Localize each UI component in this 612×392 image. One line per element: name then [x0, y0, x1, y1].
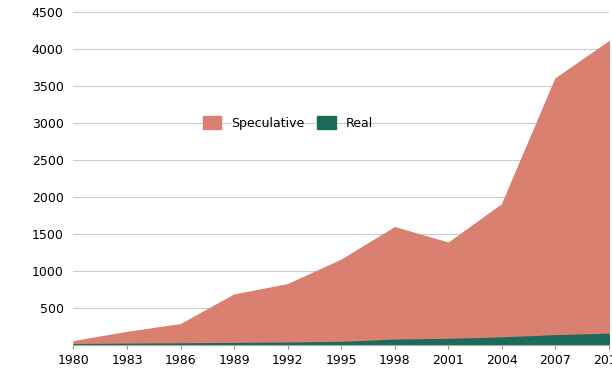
- Legend: Speculative, Real: Speculative, Real: [198, 111, 378, 135]
